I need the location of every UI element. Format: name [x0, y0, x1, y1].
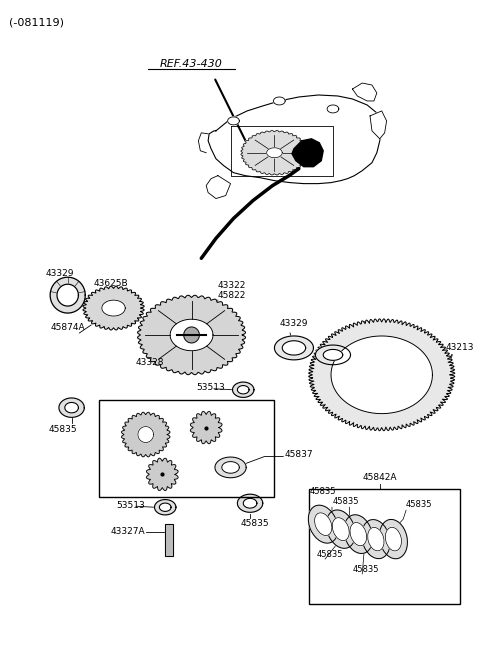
Bar [99, 400, 275, 497]
Text: 53513: 53513 [117, 501, 145, 510]
Polygon shape [83, 286, 144, 330]
Text: 43332: 43332 [360, 321, 389, 330]
Polygon shape [50, 277, 85, 313]
Ellipse shape [344, 515, 372, 554]
Text: (-081119): (-081119) [9, 17, 64, 28]
Polygon shape [323, 350, 343, 360]
Text: 43329: 43329 [279, 319, 308, 328]
Polygon shape [267, 148, 282, 157]
Text: 45835: 45835 [240, 519, 269, 528]
Text: REF.43-430: REF.43-430 [160, 59, 223, 69]
Polygon shape [309, 319, 455, 431]
Text: 45835: 45835 [406, 501, 432, 509]
Ellipse shape [350, 523, 367, 546]
Ellipse shape [308, 505, 338, 543]
Polygon shape [215, 457, 246, 478]
Polygon shape [232, 382, 254, 398]
Text: 45822: 45822 [218, 291, 246, 300]
Ellipse shape [368, 527, 384, 551]
Polygon shape [241, 131, 308, 175]
Text: 45842A: 45842A [362, 474, 397, 482]
Polygon shape [238, 386, 249, 394]
Ellipse shape [385, 527, 401, 551]
Polygon shape [275, 336, 313, 360]
Text: 53513: 53513 [196, 383, 225, 392]
Polygon shape [138, 426, 154, 443]
Polygon shape [282, 340, 306, 355]
Text: 43322: 43322 [218, 281, 246, 290]
Polygon shape [327, 105, 339, 113]
Bar [309, 489, 460, 604]
Polygon shape [57, 284, 78, 306]
Text: 45837: 45837 [284, 450, 313, 459]
Polygon shape [370, 111, 386, 139]
Ellipse shape [379, 520, 408, 559]
Ellipse shape [362, 520, 390, 559]
Polygon shape [138, 295, 246, 375]
Polygon shape [292, 139, 323, 167]
Polygon shape [59, 398, 84, 417]
Polygon shape [191, 411, 222, 443]
Text: 43213: 43213 [445, 343, 474, 352]
Polygon shape [208, 95, 382, 184]
Text: 45835: 45835 [48, 424, 77, 434]
Polygon shape [352, 83, 377, 101]
Polygon shape [121, 412, 170, 457]
Ellipse shape [314, 513, 332, 535]
Text: 43331T: 43331T [323, 372, 357, 381]
Polygon shape [184, 327, 199, 343]
Text: 45835: 45835 [310, 487, 336, 497]
Text: 43327A: 43327A [110, 527, 145, 536]
Text: 45835: 45835 [352, 565, 379, 574]
Polygon shape [228, 117, 240, 125]
Polygon shape [206, 176, 230, 199]
Polygon shape [315, 345, 350, 365]
Polygon shape [102, 300, 125, 316]
Text: 45874A: 45874A [50, 323, 85, 332]
Text: 45835: 45835 [333, 497, 360, 506]
Polygon shape [222, 462, 240, 473]
Text: 43625B: 43625B [94, 279, 129, 288]
Bar [165, 524, 173, 556]
Polygon shape [238, 494, 263, 512]
Ellipse shape [326, 510, 355, 548]
Text: 43329: 43329 [45, 269, 74, 278]
Polygon shape [146, 459, 178, 491]
Text: 45835: 45835 [316, 550, 343, 559]
Polygon shape [331, 336, 432, 414]
Bar [165, 524, 173, 556]
Polygon shape [159, 503, 171, 512]
Polygon shape [170, 319, 213, 351]
Polygon shape [243, 499, 257, 508]
Polygon shape [274, 97, 285, 105]
Text: 43328: 43328 [136, 358, 165, 367]
Polygon shape [155, 500, 176, 515]
Polygon shape [65, 402, 78, 413]
Ellipse shape [332, 518, 349, 541]
